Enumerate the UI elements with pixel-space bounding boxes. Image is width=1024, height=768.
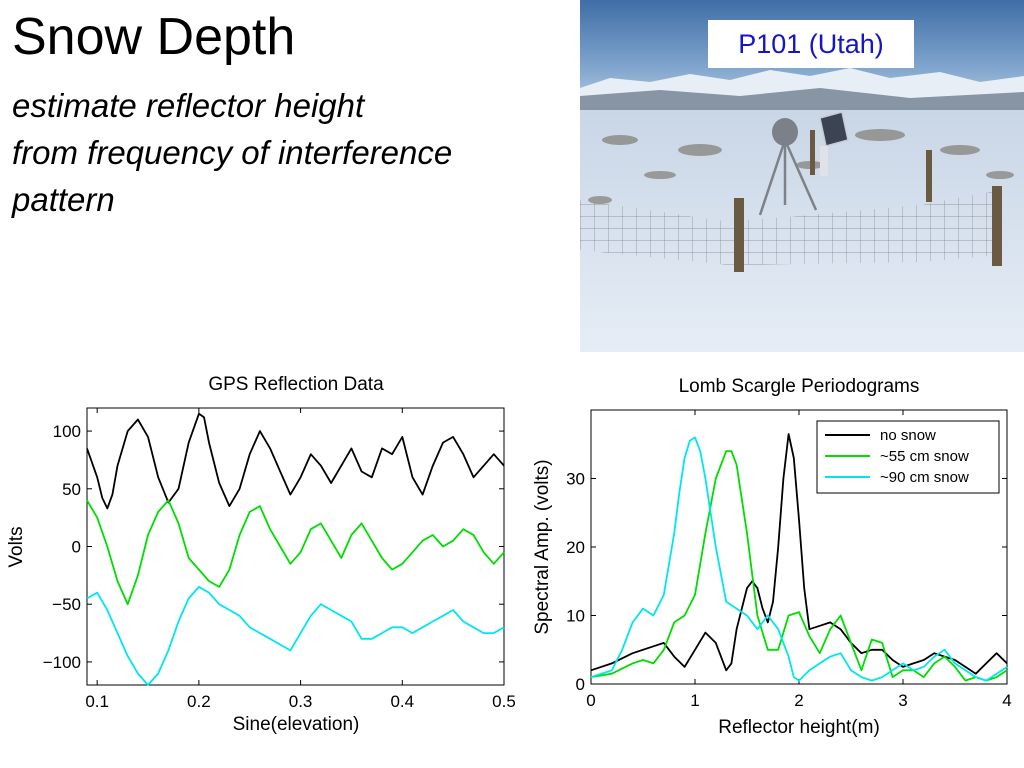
subtitle-line-1: estimate reflector height: [12, 87, 365, 124]
y-tick-label: 10: [566, 607, 585, 626]
slide-subtitle: estimate reflector height from frequency…: [12, 82, 572, 223]
y-tick-label: −100: [43, 653, 81, 672]
gps-reflection-chart: GPS Reflection Data 100 50 0 −50 −100 0.1 0.2…: [6, 374, 515, 735]
x-tick-label: 3: [898, 691, 907, 710]
series-line-green: [590, 450, 1008, 682]
y-axis-label: Volts: [6, 526, 27, 567]
x-tick-label: 0: [586, 691, 595, 710]
y-ticks: 100 50 0 −50 −100: [43, 422, 504, 672]
x-ticks: 0.1 0.2 0.3 0.4 0.5: [85, 408, 515, 711]
y-tick-label: −50: [52, 595, 81, 614]
x-tick-label: 0.1: [85, 692, 109, 711]
site-photo-drawing: [580, 0, 1024, 352]
legend: no snow ~55 cm snow ~90 cm snow: [816, 420, 1000, 494]
subtitle-line-3: pattern: [12, 181, 115, 218]
x-tick-label: 4: [1002, 691, 1011, 710]
y-ticks: 0 10 20 30: [566, 470, 1007, 694]
y-tick-label: 30: [566, 470, 585, 489]
series-lines: [590, 433, 1008, 682]
x-tick-label: 0.4: [390, 692, 414, 711]
chart-title: Lomb Scargle Periodograms: [679, 376, 920, 397]
legend-label-90cm: ~90 cm snow: [880, 469, 969, 486]
slide-title: Snow Depth: [12, 8, 296, 66]
x-axis-label: Reflector height(m): [718, 717, 880, 738]
y-axis-label: Spectral Amp. (volts): [532, 459, 553, 634]
x-tick-label: 0.5: [492, 692, 515, 711]
series-line-cyan: [590, 436, 1008, 682]
legend-label-55cm: ~55 cm snow: [880, 448, 969, 465]
series-line-black: [86, 412, 505, 510]
y-tick-label: 0: [576, 675, 585, 694]
series-line-green: [86, 499, 505, 606]
x-tick-label: 1: [690, 691, 699, 710]
x-axis-label: Sine(elevation): [233, 714, 360, 735]
x-tick-label: 2: [794, 691, 803, 710]
x-ticks: 0 1 2 3 4: [586, 410, 1012, 710]
series-line-cyan: [86, 585, 505, 686]
series-line-black: [590, 433, 1008, 675]
subtitle-line-2: from frequency of interference: [12, 134, 453, 171]
site-photo: [580, 0, 1024, 352]
x-tick-label: 0.3: [289, 692, 313, 711]
x-tick-label: 0.2: [187, 692, 211, 711]
y-tick-label: 50: [62, 480, 81, 499]
series-lines: [86, 412, 505, 686]
chart-title: GPS Reflection Data: [208, 374, 384, 395]
y-tick-label: 20: [566, 538, 585, 557]
legend-label-no-snow: no snow: [880, 427, 936, 444]
y-tick-label: 100: [53, 422, 81, 441]
y-tick-label: 0: [72, 538, 81, 557]
photo-location-label: P101 (Utah): [708, 20, 914, 68]
